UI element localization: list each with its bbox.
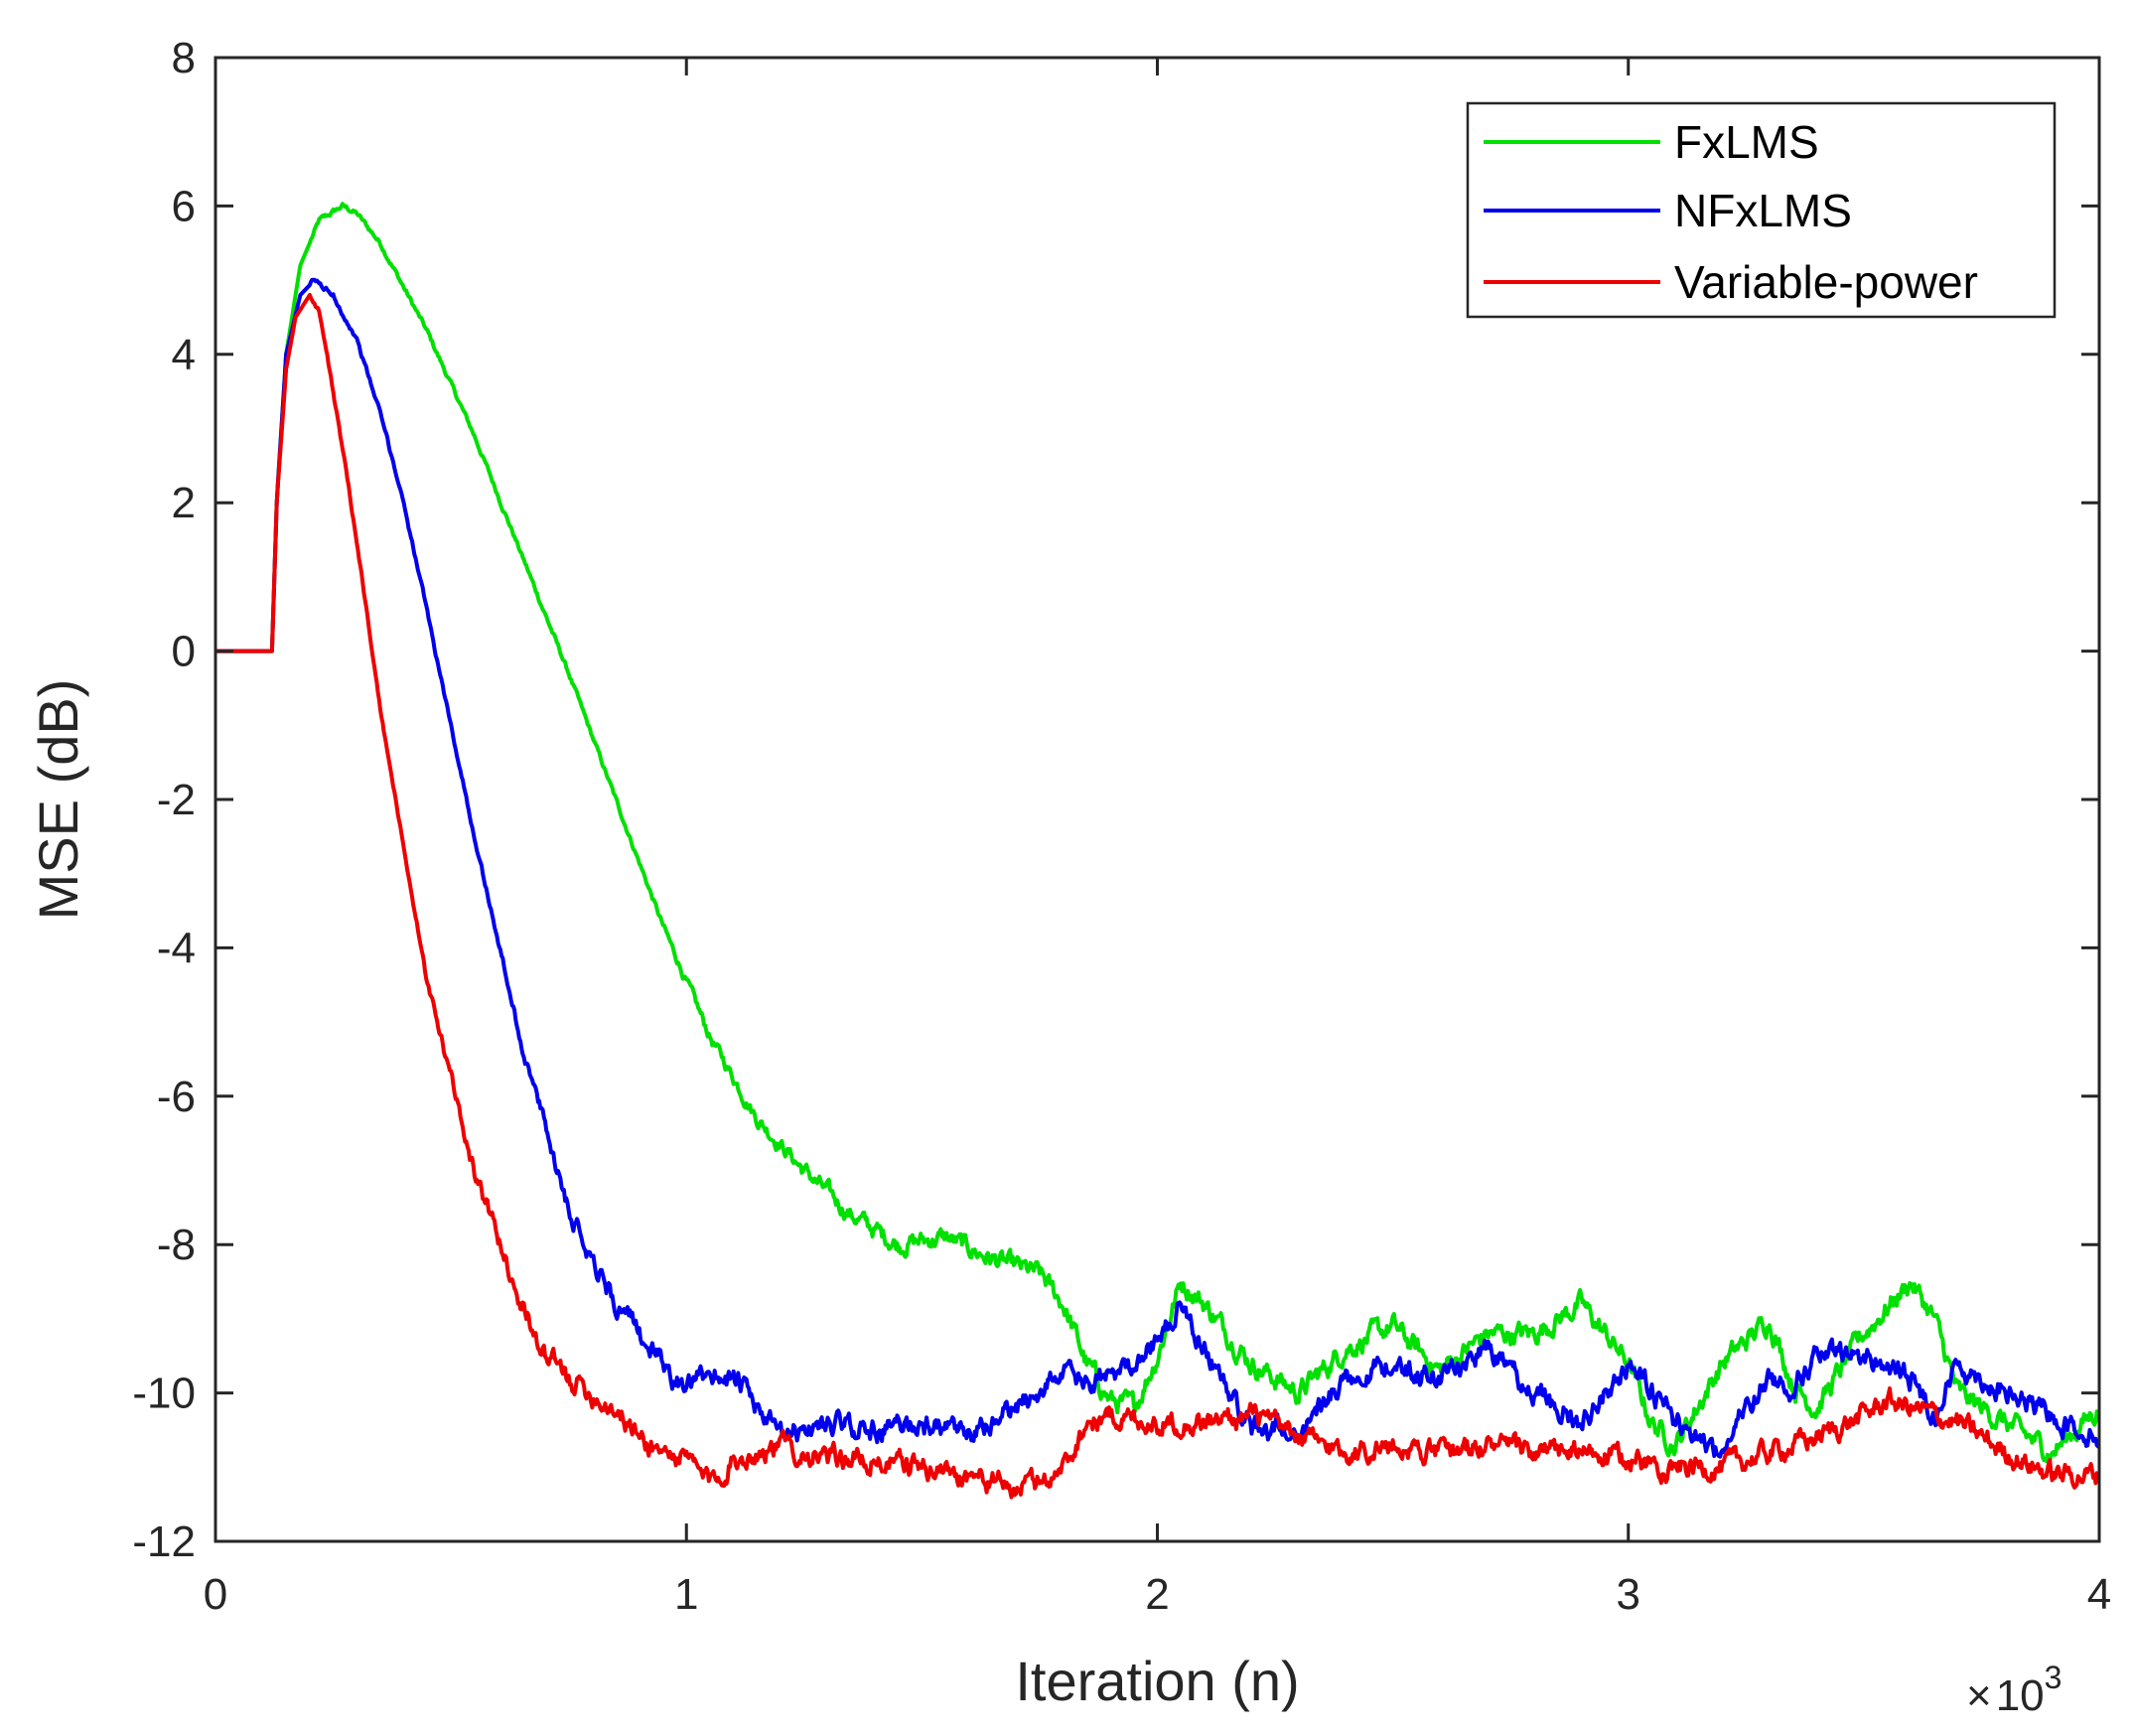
series-line-fxlms — [215, 202, 2099, 1464]
y-tick-label: 2 — [172, 479, 196, 527]
x-scale-base: 10 — [1996, 1671, 2045, 1720]
x-scale-exponent: 3 — [2045, 1660, 2062, 1695]
legend-label-fxlms: FxLMS — [1674, 116, 1819, 168]
x-tick-label: 1 — [674, 1570, 698, 1619]
y-axis-title: MSE (dB) — [27, 679, 89, 921]
y-tick-label: -2 — [157, 776, 196, 824]
y-tick-label: 6 — [172, 182, 196, 230]
x-axis-title: Iteration (n) — [1015, 1650, 1299, 1712]
x-tick-label: 3 — [1617, 1570, 1640, 1619]
x-tick-label: 0 — [204, 1570, 227, 1619]
series-layer — [215, 202, 2099, 1500]
y-tick-label: 8 — [172, 34, 196, 82]
x-scale-prefix: × — [1966, 1671, 1992, 1720]
y-tick-label: -6 — [157, 1073, 196, 1121]
y-tick-label: -4 — [157, 924, 196, 972]
y-tick-label: -12 — [132, 1518, 196, 1566]
legend: FxLMS NFxLMS Variable-power — [1466, 101, 2057, 319]
legend-label-nfxlms: NFxLMS — [1674, 185, 1852, 236]
series-line-variable-power — [215, 293, 2099, 1500]
ticks-layer: 0 1 2 3 4 -12 -10 -8 -6 -4 -2 0 2 4 6 8 — [132, 34, 2111, 1619]
y-tick-label: 4 — [172, 331, 196, 379]
legend-label-variable-power: Variable-power — [1674, 256, 1978, 308]
y-tick-label: 0 — [172, 628, 196, 676]
y-tick-label: -8 — [157, 1221, 196, 1269]
x-tick-label: 2 — [1145, 1570, 1169, 1619]
y-tick-label: -10 — [132, 1370, 196, 1418]
series-line-nfxlms — [215, 277, 2099, 1459]
x-tick-label: 4 — [2087, 1570, 2111, 1619]
x-scale-multiplier: ×103 — [1966, 1660, 2062, 1720]
